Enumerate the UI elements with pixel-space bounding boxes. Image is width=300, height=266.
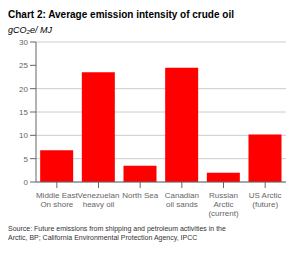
svg-text:0: 0 <box>24 178 29 187</box>
svg-text:Canadianoil sands: Canadianoil sands <box>165 191 199 209</box>
svg-text:15: 15 <box>19 108 28 117</box>
svg-text:North Sea: North Sea <box>122 191 159 200</box>
html-text:Source: Future emissions from: Source: Future emissions from shipping a… <box>8 225 226 241</box>
svg-text:US Arctic(future): US Arctic(future) <box>249 191 282 209</box>
svg-text:30: 30 <box>19 38 28 47</box>
svg-text:Venezuelanheavy oil: Venezuelanheavy oil <box>78 191 120 209</box>
svg-text:5: 5 <box>24 155 29 164</box>
svg-text:25: 25 <box>19 61 28 70</box>
svg-text:20: 20 <box>19 85 28 94</box>
svg-text:10: 10 <box>19 131 28 140</box>
svg-text:RussianArctic(current): RussianArctic(current) <box>208 191 239 218</box>
svg-text:Middle EastOn shore: Middle EastOn shore <box>36 191 79 209</box>
html-text:gCO₂e/ MJ: gCO₂e/ MJ <box>8 25 52 35</box>
html-text:Chart 2: Average emission inte: Chart 2: Average emission intensity of c… <box>8 9 234 20</box>
